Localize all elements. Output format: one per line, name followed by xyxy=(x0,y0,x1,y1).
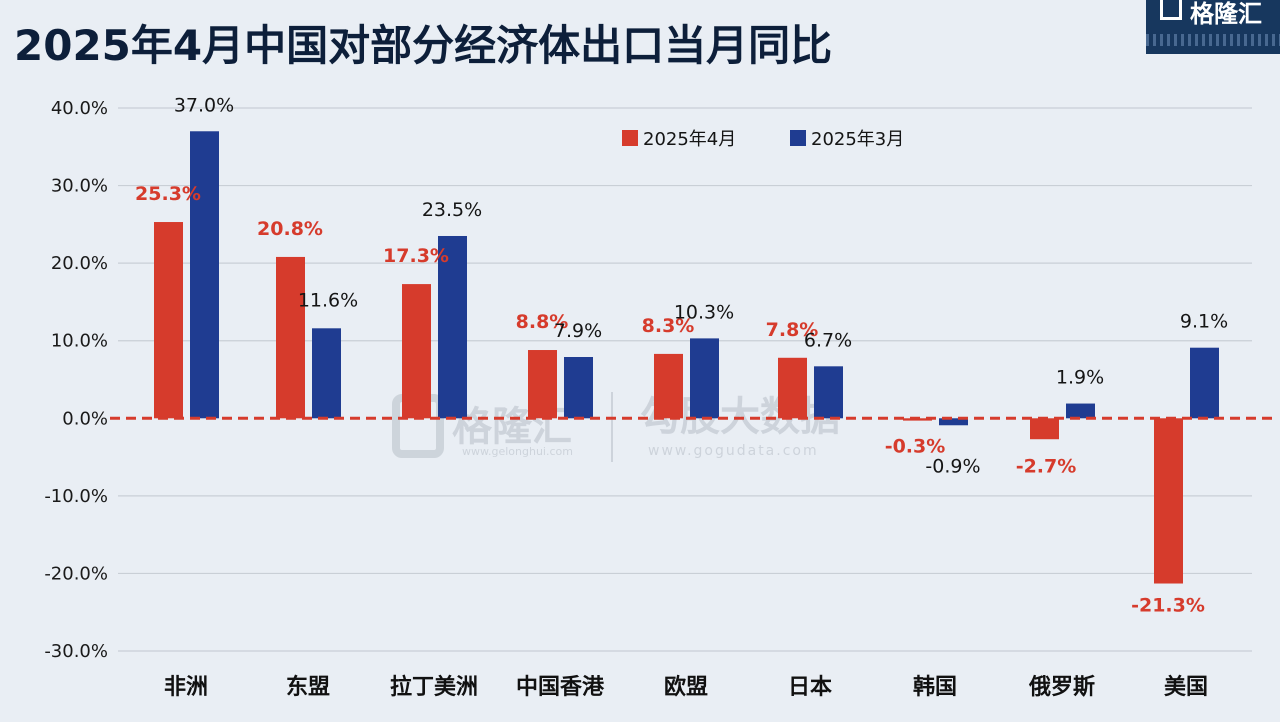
bar-mar xyxy=(438,235,467,419)
y-tick-label: 10.0% xyxy=(51,331,108,352)
y-tick-label: -20.0% xyxy=(44,563,108,584)
data-label-apr: 8.3% xyxy=(642,315,695,337)
legend-label-apr: 2025年4月 xyxy=(643,129,736,150)
data-label-mar: 7.9% xyxy=(554,320,602,342)
data-label-apr: -21.3% xyxy=(1131,595,1205,617)
y-tick-label: 20.0% xyxy=(51,253,108,274)
brand-logo: 格隆汇 xyxy=(1146,0,1280,54)
legend-swatch-apr xyxy=(622,130,638,146)
y-tick-label: 40.0% xyxy=(51,98,108,119)
category-label: 欧盟 xyxy=(664,674,708,700)
chart-title: 2025年4月中国对部分经济体出口当月同比 xyxy=(14,21,833,70)
data-label-apr: 17.3% xyxy=(383,245,449,267)
bar-apr xyxy=(778,357,807,419)
data-label-apr: -2.7% xyxy=(1016,455,1077,477)
logo-strip xyxy=(1146,34,1280,46)
legend-swatch-mar xyxy=(790,130,806,146)
data-label-apr: -0.3% xyxy=(885,435,946,457)
bar-apr xyxy=(1154,418,1183,584)
category-label: 非洲 xyxy=(164,675,208,700)
y-tick-label: 0.0% xyxy=(62,408,108,429)
bar-apr xyxy=(1030,418,1059,440)
bar-apr xyxy=(402,284,431,419)
logo-text: 格隆汇 xyxy=(1190,0,1262,28)
data-label-mar: 9.1% xyxy=(1180,311,1228,333)
bar-mar xyxy=(312,328,341,419)
bar-mar xyxy=(1066,403,1095,419)
bar-mar xyxy=(190,131,219,419)
y-tick-label: -30.0% xyxy=(44,641,108,662)
data-label-mar: 11.6% xyxy=(298,289,358,311)
bar-apr xyxy=(654,353,683,419)
logo-icon xyxy=(1160,0,1182,20)
bar-mar xyxy=(690,338,719,419)
category-label: 俄罗斯 xyxy=(1028,674,1095,700)
data-label-mar: 1.9% xyxy=(1056,367,1104,389)
legend-label-mar: 2025年3月 xyxy=(811,129,904,150)
bar-apr xyxy=(528,350,557,419)
y-tick-label: 30.0% xyxy=(51,176,108,197)
data-label-mar: 10.3% xyxy=(674,301,734,323)
data-label-apr: 8.8% xyxy=(516,311,569,333)
bar-apr xyxy=(154,222,183,419)
bar-apr xyxy=(276,256,305,419)
category-label: 韩国 xyxy=(913,674,957,700)
bar-mar xyxy=(814,366,843,419)
y-tick-label: -10.0% xyxy=(44,486,108,507)
data-label-mar: 23.5% xyxy=(422,199,482,221)
data-label-mar: -0.9% xyxy=(925,455,980,477)
category-label: 中国香港 xyxy=(516,675,605,700)
category-label: 日本 xyxy=(788,675,832,700)
watermark-url-2: www.gogudata.com xyxy=(648,443,819,459)
category-label: 美国 xyxy=(1164,674,1208,700)
bar-mar xyxy=(1190,347,1219,419)
category-label: 东盟 xyxy=(286,674,330,700)
data-label-apr: 7.8% xyxy=(766,319,819,341)
data-label-apr: 20.8% xyxy=(257,218,323,240)
watermark-url: www.gelonghui.com xyxy=(462,445,573,458)
data-label-mar: 37.0% xyxy=(174,94,234,116)
data-label-apr: 25.3% xyxy=(135,183,201,205)
data-label-mar: 6.7% xyxy=(804,329,852,351)
bar-mar xyxy=(564,357,593,419)
category-label: 拉丁美洲 xyxy=(390,674,478,700)
bar-mar xyxy=(939,418,968,426)
